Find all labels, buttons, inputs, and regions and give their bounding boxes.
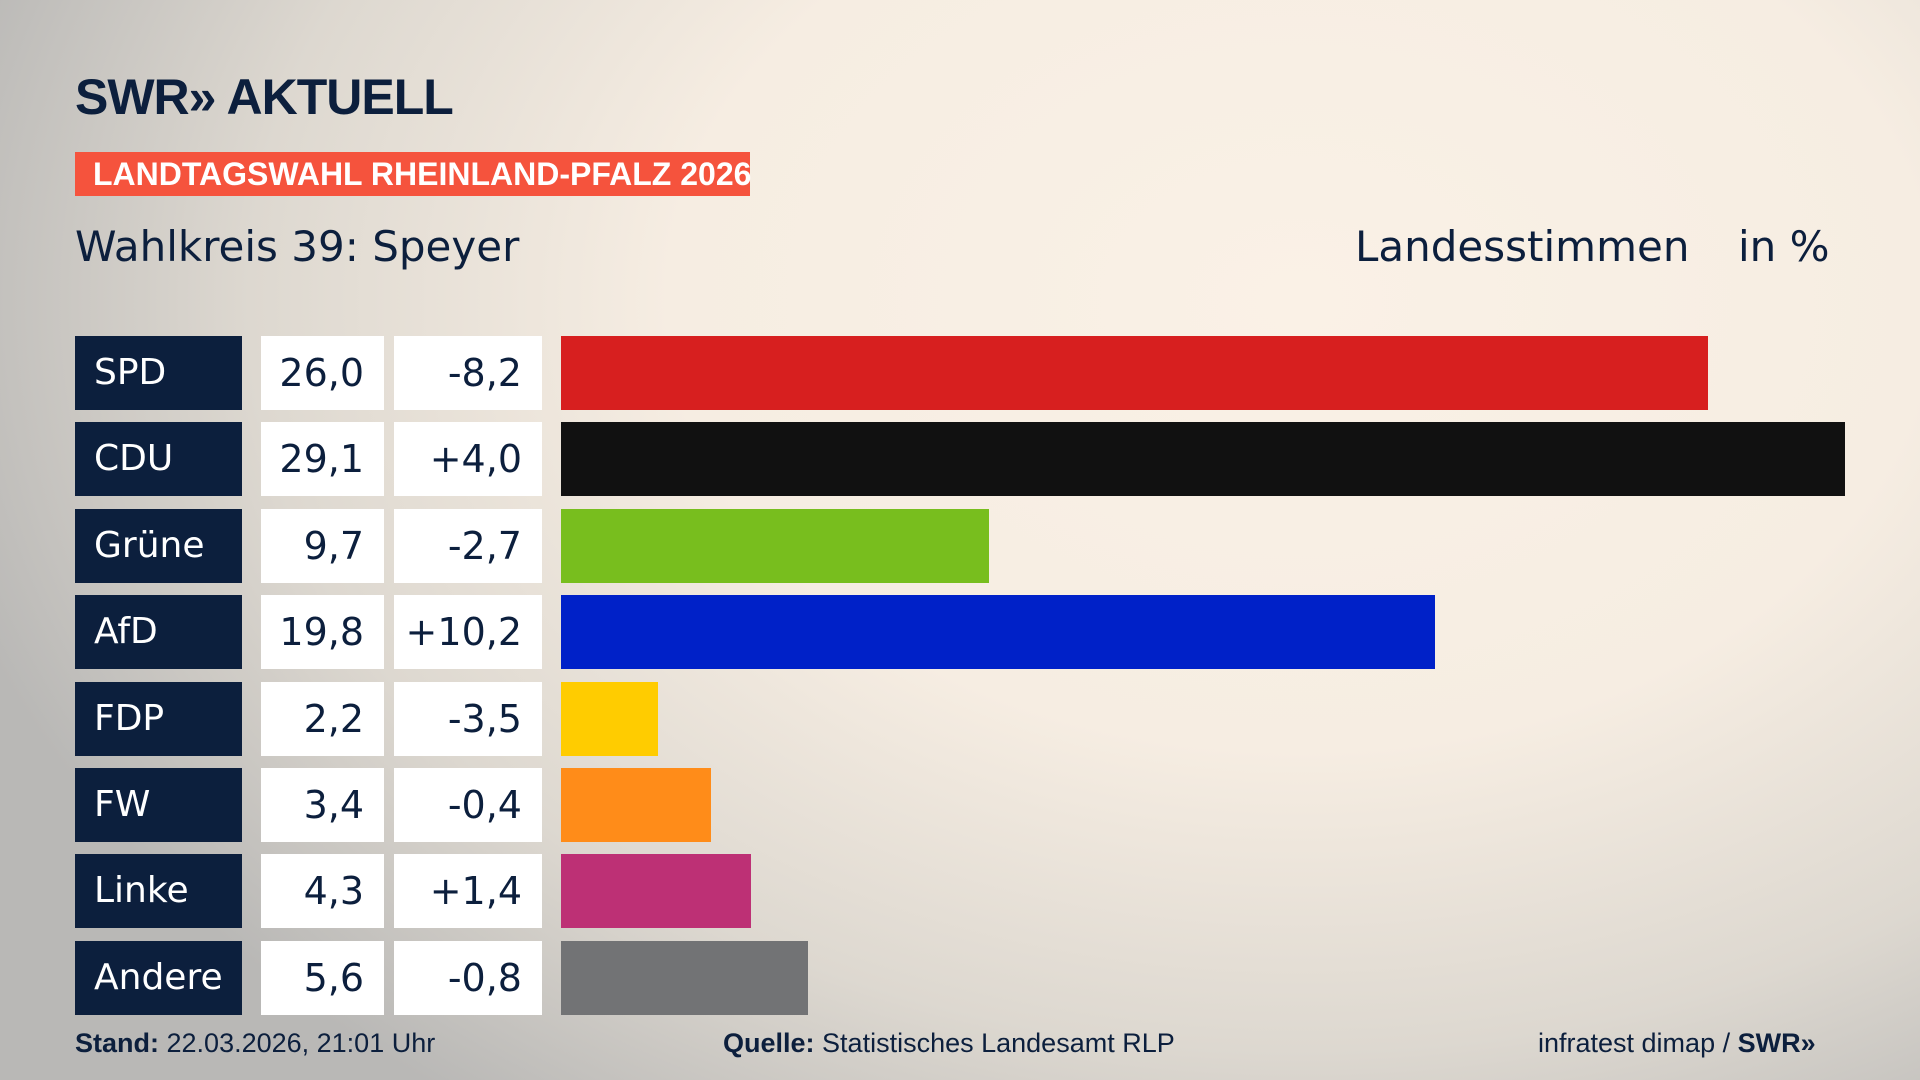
constituency-title: Wahlkreis 39: Speyer xyxy=(75,222,520,271)
party-label: Grüne xyxy=(75,508,242,583)
value-label: 4,3 xyxy=(261,854,384,929)
source-label: Quelle: xyxy=(723,1028,815,1058)
party-label: Linke xyxy=(75,854,242,929)
change-label: +1,4 xyxy=(394,854,542,929)
bar-fdp xyxy=(561,681,659,756)
change-label: -0,8 xyxy=(394,940,542,1015)
change-label: -8,2 xyxy=(394,336,542,410)
party-label: FW xyxy=(75,768,242,842)
party-label: SPD xyxy=(75,336,242,410)
bar-spd xyxy=(561,336,1709,410)
source: Quelle: Statistisches Landesamt RLP xyxy=(723,1028,1175,1059)
bar-afd xyxy=(561,595,1435,670)
party-label: FDP xyxy=(75,681,242,756)
bar-andere xyxy=(561,940,809,1015)
value-label: 5,6 xyxy=(261,940,384,1015)
credit-text: infratest dimap / xyxy=(1538,1028,1738,1058)
bar-fw xyxy=(561,768,712,842)
credit: infratest dimap / SWR» xyxy=(1538,1028,1816,1059)
change-label: +10,2 xyxy=(394,595,542,670)
unit-label: in % xyxy=(1738,222,1830,271)
value-label: 29,1 xyxy=(261,422,384,497)
value-label: 3,4 xyxy=(261,768,384,842)
party-label: CDU xyxy=(75,422,242,497)
party-label: AfD xyxy=(75,595,242,670)
timestamp: Stand: 22.03.2026, 21:01 Uhr xyxy=(75,1028,435,1059)
election-banner: LANDTAGSWAHL RHEINLAND-PFALZ 2026 xyxy=(75,152,751,196)
value-label: 9,7 xyxy=(261,508,384,583)
change-label: -2,7 xyxy=(394,508,542,583)
stand-value: 22.03.2026, 21:01 Uhr xyxy=(166,1028,436,1058)
bar-cdu xyxy=(561,422,1845,497)
bar-grüne xyxy=(561,508,989,583)
stand-label: Stand: xyxy=(75,1028,159,1058)
change-label: +4,0 xyxy=(394,422,542,497)
value-label: 26,0 xyxy=(261,336,384,410)
vote-type-label: Landesstimmen xyxy=(1355,222,1690,271)
source-value: Statistisches Landesamt RLP xyxy=(822,1028,1175,1058)
value-label: 19,8 xyxy=(261,595,384,670)
party-label: Andere xyxy=(75,940,242,1015)
swr-aktuell-logo: SWR» AKTUELL xyxy=(75,69,454,125)
value-label: 2,2 xyxy=(261,681,384,756)
bar-linke xyxy=(561,854,751,929)
change-label: -3,5 xyxy=(394,681,542,756)
swr-logo: SWR» xyxy=(1737,1028,1816,1058)
change-label: -0,4 xyxy=(394,768,542,842)
